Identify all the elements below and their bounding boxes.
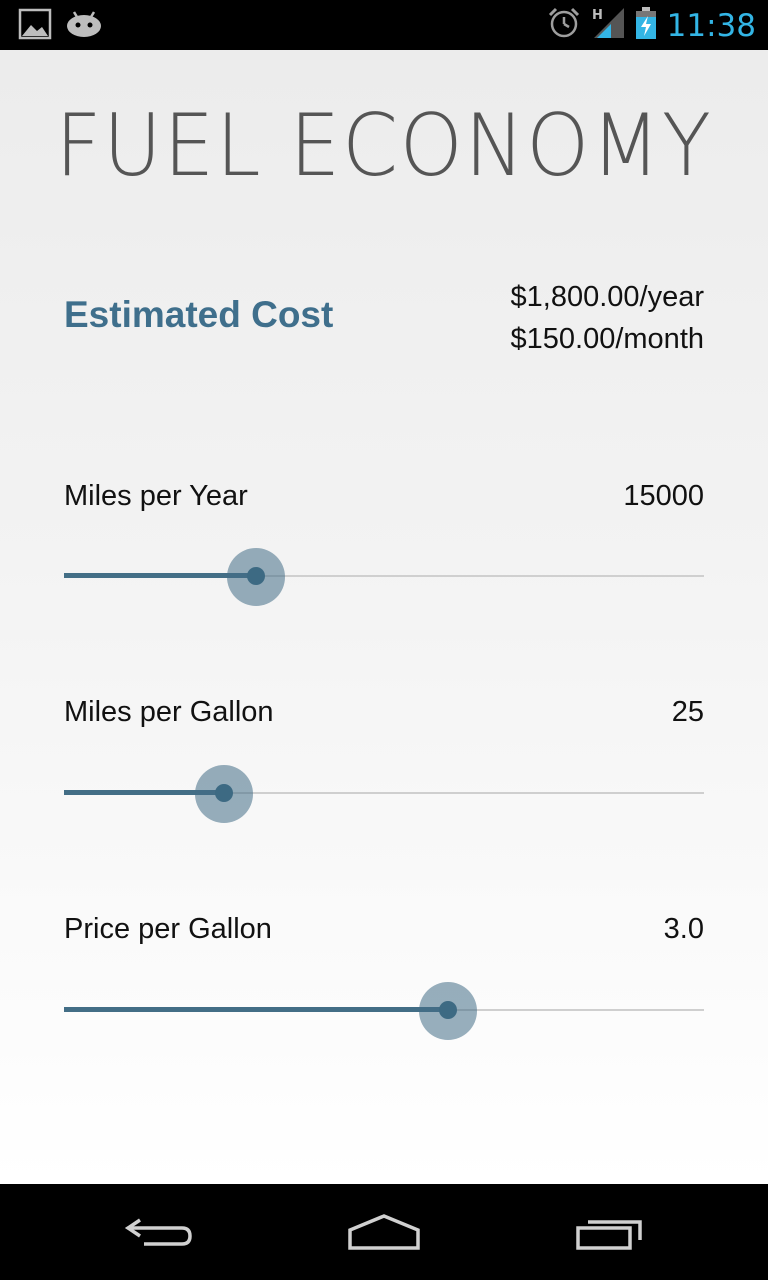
slider-fill (64, 1007, 448, 1012)
slider-fill (64, 790, 224, 795)
price-per-gallon-slider[interactable] (64, 980, 704, 1040)
miles-per-year-value: 15000 (623, 480, 704, 512)
slider-fill (64, 573, 256, 578)
cost-per-year: $1,800.00/year (510, 281, 704, 313)
battery-charging-icon (635, 6, 657, 45)
miles-per-gallon-value: 25 (671, 696, 704, 728)
slider-thumb[interactable] (215, 784, 233, 802)
gallery-icon (18, 8, 52, 45)
page-title: FUEL ECONOMY (55, 96, 713, 196)
home-icon[interactable] (346, 1212, 422, 1257)
back-icon[interactable] (124, 1212, 196, 1257)
miles-per-gallon-label: Miles per Gallon (64, 696, 274, 728)
navigation-bar (0, 1184, 768, 1280)
fuel-economy-screen: FUEL ECONOMY Estimated Cost $1,800.00/ye… (0, 50, 768, 1184)
status-bar-system: H 11:38 (547, 6, 756, 45)
slider-track[interactable] (64, 575, 704, 577)
miles-per-gallon-slider[interactable] (64, 763, 704, 823)
alarm-icon (547, 6, 581, 45)
android-debug-icon (66, 10, 102, 43)
price-per-gallon-value: 3.0 (663, 913, 704, 945)
miles-per-year-slider[interactable] (64, 546, 704, 606)
slider-track[interactable] (64, 792, 704, 794)
estimated-cost-label: Estimated Cost (64, 294, 334, 335)
clock: 11:38 (666, 7, 756, 44)
slider-thumb[interactable] (247, 567, 265, 585)
price-per-gallon-label: Price per Gallon (64, 913, 272, 945)
status-bar: H 11:38 (0, 0, 768, 50)
cost-per-month: $150.00/month (510, 323, 704, 355)
signal-h-icon: H (591, 6, 625, 45)
svg-text:H: H (592, 8, 603, 23)
estimated-cost-values: $1,800.00/year $150.00/month (511, 276, 704, 360)
miles-per-year-label: Miles per Year (64, 480, 248, 512)
slider-thumb[interactable] (439, 1001, 457, 1019)
status-bar-notifications (18, 8, 102, 45)
recent-apps-icon[interactable] (574, 1212, 646, 1257)
